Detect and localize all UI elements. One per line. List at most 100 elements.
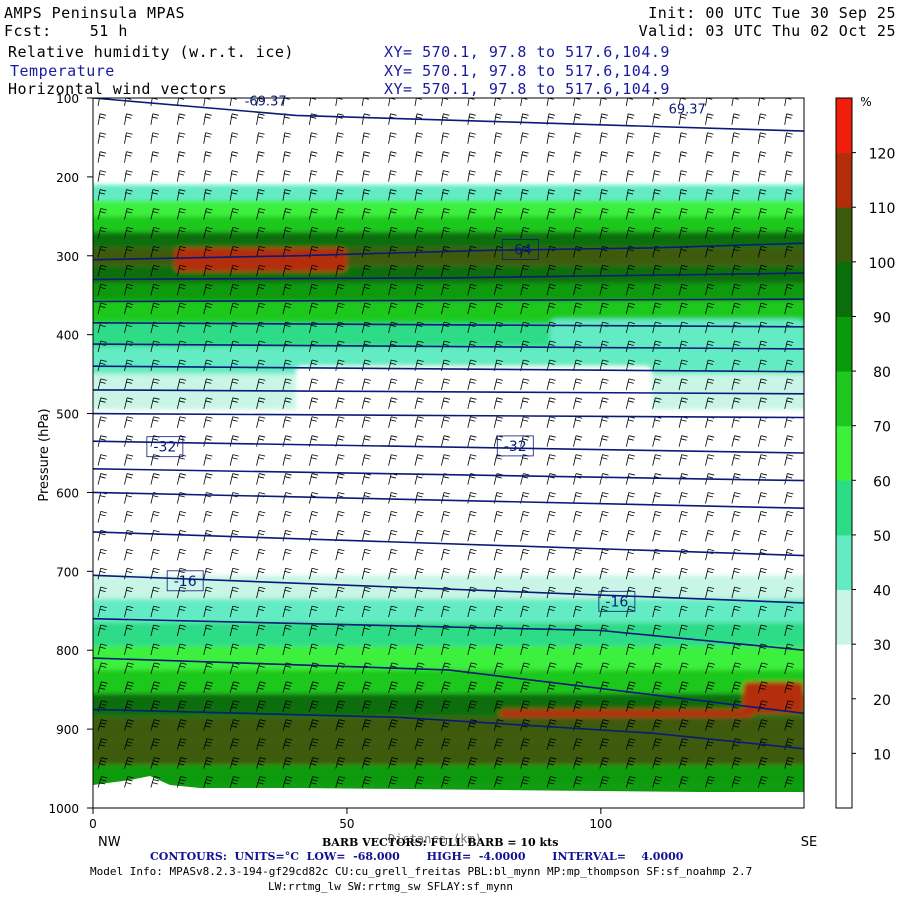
barb-staff (97, 265, 102, 277)
barb-flag (443, 548, 451, 552)
wind-barb (97, 586, 107, 599)
barb-staff (203, 132, 207, 144)
barb-flag (391, 378, 398, 381)
barb-flag (127, 454, 134, 457)
barb-flag (206, 586, 213, 590)
wind-barb (599, 454, 609, 466)
barb-flag (708, 435, 715, 438)
barb-flag (733, 779, 741, 782)
wind-barb (97, 624, 107, 637)
barb-staff (97, 549, 102, 561)
barb-flag (338, 435, 345, 438)
barb-flag (362, 706, 370, 709)
barb-staff (652, 700, 657, 712)
barb-flag (258, 760, 265, 763)
isotherm-line (93, 657, 804, 715)
barb-flag (574, 230, 581, 233)
barb-flag (734, 359, 741, 362)
barb-flag (230, 173, 237, 176)
barb-flag (523, 529, 530, 533)
barb-staff (308, 359, 313, 372)
barb-flag (495, 476, 502, 479)
barb-flag (362, 173, 370, 176)
barb-flag (495, 570, 502, 574)
barb-flag (548, 381, 555, 384)
barb-flag (521, 192, 528, 195)
barb-flag (391, 567, 398, 571)
barb-staff (546, 549, 551, 561)
barb-flag (416, 532, 423, 536)
barb-flag (601, 286, 608, 290)
isotherm-label: -32 (146, 436, 184, 458)
barb-staff (493, 587, 498, 599)
barb-staff (784, 700, 789, 712)
barb-staff (678, 454, 683, 466)
barb-flag (628, 95, 634, 97)
barb-staff (731, 113, 735, 125)
isotherm-label-text: -64 (509, 242, 532, 258)
barb-flag (205, 608, 212, 611)
wind-barb (414, 378, 424, 390)
barb-staff (124, 568, 128, 580)
barb-flag (706, 532, 714, 536)
barb-flag (601, 343, 608, 346)
barb-flag (706, 457, 714, 460)
barb-flag (337, 362, 344, 365)
barb-flag (364, 435, 371, 438)
barb-flag (286, 738, 293, 741)
barb-flag (706, 305, 714, 309)
wind-barb (757, 511, 768, 523)
barb-staff (467, 435, 471, 447)
barb-flag (205, 324, 212, 327)
barb-flag (389, 495, 397, 498)
wind-barb (731, 567, 741, 580)
barb-flag (706, 706, 713, 709)
barb-flag (310, 687, 317, 690)
barb-staff (678, 132, 682, 144)
barb-flag (363, 438, 370, 441)
barb-flag (497, 719, 504, 722)
barb-staff (467, 587, 471, 599)
barb-flag (655, 378, 662, 381)
barb-flag (337, 400, 344, 403)
colorbar-frame (835, 97, 853, 809)
wind-barb (335, 511, 345, 523)
barb-flag (497, 757, 504, 760)
model-title: AMPS Peninsula MPAS (4, 4, 186, 22)
barb-flag (521, 457, 529, 460)
barb-staff (256, 624, 260, 637)
barb-flag (654, 495, 661, 498)
wind-barb (546, 170, 556, 182)
wind-barb (203, 757, 214, 769)
barb-staff (546, 643, 551, 656)
barb-staff (150, 549, 154, 561)
barb-flag (655, 700, 663, 703)
wind-barb (441, 738, 451, 750)
barb-staff (256, 757, 261, 769)
barb-staff (652, 284, 656, 296)
barb-staff (124, 265, 128, 277)
barb-flag (682, 776, 689, 779)
wind-barb (493, 700, 504, 712)
barb-flag (629, 738, 636, 741)
barb-flag (521, 725, 528, 728)
barb-flag (100, 416, 107, 419)
barb-flag (178, 457, 185, 460)
barb-flag (600, 192, 607, 195)
barb-flag (523, 227, 530, 230)
barb-flag (494, 725, 502, 728)
barb-staff (678, 776, 683, 788)
barb-flag (416, 665, 424, 668)
barb-staff (546, 776, 551, 788)
barb-staff (599, 492, 603, 504)
barb-flag (232, 95, 238, 97)
barb-flag (497, 700, 504, 703)
wind-barb (282, 586, 292, 599)
wind-barb (731, 283, 741, 296)
barb-flag (100, 378, 107, 381)
y-tick-label: 800 (56, 644, 79, 658)
barb-staff (678, 738, 683, 750)
wind-barb (467, 132, 476, 144)
